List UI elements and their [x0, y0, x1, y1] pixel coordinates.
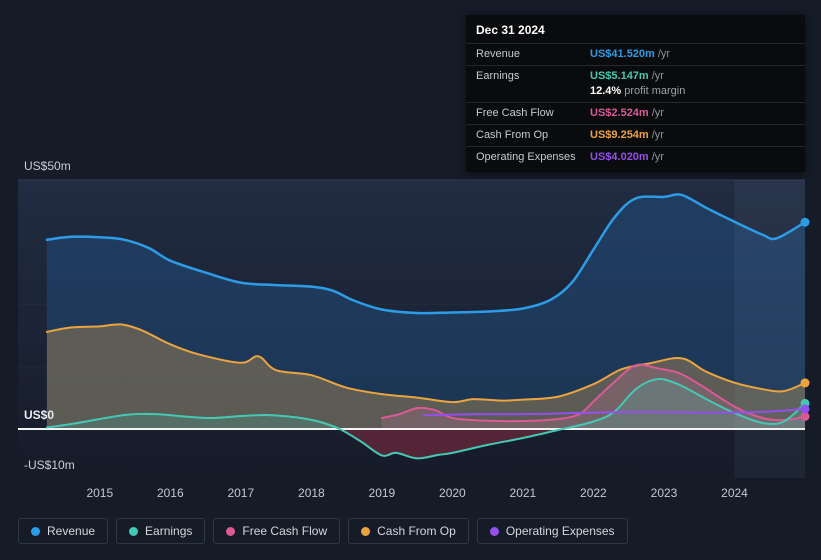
- legend-item-label: Revenue: [47, 524, 96, 538]
- tooltip-value: US$41.520m/yr: [590, 47, 670, 62]
- value-suffix: /yr: [651, 107, 664, 119]
- revenue-legend-dot: [31, 526, 40, 536]
- tooltip-row-operating-expenses: Operating Expenses US$4.020m/yr: [466, 146, 805, 168]
- tooltip-label: Free Cash Flow: [476, 107, 554, 119]
- operating-expenses-end-marker[interactable]: [800, 404, 810, 414]
- revenue-end-marker[interactable]: [800, 217, 810, 227]
- tooltip-row-cash-from-op: Cash From Op US$9.254m/yr: [466, 124, 805, 146]
- tooltip-value: US$5.147m/yr 12.4% profit margin: [590, 69, 685, 99]
- operating-expenses-value: US$4.020m: [590, 151, 649, 163]
- legend-item-free-cash-flow[interactable]: Free Cash Flow: [213, 518, 341, 544]
- profit-margin: 12.4% profit margin: [590, 84, 685, 99]
- legend-item-label: Free Cash Flow: [242, 524, 328, 538]
- chart-tooltip: Dec 31 2024 Revenue US$41.520m/yr Earnin…: [466, 15, 805, 172]
- operating-expenses-legend-dot: [489, 526, 499, 536]
- legend-item-earnings[interactable]: Earnings: [116, 518, 206, 544]
- cash-from-op-legend-dot: [361, 526, 371, 536]
- profit-margin-text: profit margin: [624, 85, 686, 97]
- legend-item-revenue[interactable]: Revenue: [18, 518, 109, 544]
- tooltip-row-earnings: Earnings US$5.147m/yr 12.4% profit margin: [466, 65, 805, 102]
- earnings-area: [46, 379, 805, 459]
- free-cash-flow-line: [380, 363, 806, 423]
- tooltip-label: Operating Expenses: [476, 151, 576, 163]
- revenue-value: US$41.520m: [590, 48, 655, 60]
- y-axis-label-neg10m: -US$10m: [24, 458, 75, 472]
- earnings-line: [45, 378, 806, 460]
- y-axis-label-zero: US$0: [24, 408, 55, 422]
- current-period-highlight-band: [734, 180, 805, 478]
- tooltip-value: US$4.020m/yr: [590, 150, 664, 165]
- value-suffix: /yr: [651, 129, 664, 141]
- cash-from-op-area: [46, 324, 805, 429]
- tooltip-date: Dec 31 2024: [476, 23, 545, 37]
- tooltip-value: US$9.254m/yr: [590, 128, 664, 143]
- tooltip-label: Cash From Op: [476, 129, 549, 141]
- value-suffix: /yr: [651, 70, 664, 82]
- free-cash-flow-end-marker[interactable]: [800, 411, 810, 421]
- free-cash-flow-legend-dot: [226, 526, 236, 536]
- operating-expenses-line: [423, 408, 806, 417]
- tooltip-label: Earnings: [476, 70, 520, 82]
- value-suffix: /yr: [651, 151, 664, 163]
- legend-item-operating-expenses[interactable]: Operating Expenses: [476, 518, 628, 544]
- legend-item-cash-from-op[interactable]: Cash From Op: [348, 518, 469, 544]
- chart-legend: Revenue Earnings Free Cash Flow Cash Fro…: [18, 518, 628, 544]
- earnings-value: US$5.147m: [590, 70, 649, 82]
- legend-item-label: Cash From Op: [377, 524, 456, 538]
- free-cash-flow-value: US$2.524m: [590, 107, 649, 119]
- tooltip-value: US$2.524m/yr: [590, 106, 664, 121]
- cash-from-op-end-marker[interactable]: [800, 378, 810, 388]
- legend-item-label: Operating Expenses: [505, 524, 615, 538]
- tooltip-label: Revenue: [476, 48, 521, 60]
- cash-from-op-value: US$9.254m: [590, 129, 649, 141]
- profit-margin-value: 12.4%: [590, 85, 622, 97]
- legend-item-label: Earnings: [145, 524, 193, 538]
- revenue-line: [45, 193, 807, 315]
- earnings-legend-dot: [129, 526, 139, 536]
- revenue-area: [46, 194, 805, 429]
- tooltip-row-free-cash-flow: Free Cash Flow US$2.524m/yr: [466, 102, 805, 124]
- value-suffix: /yr: [657, 48, 671, 60]
- y-axis-label-50m: US$50m: [24, 159, 71, 173]
- cash-from-op-line: [45, 323, 806, 404]
- tooltip-row-revenue: Revenue US$41.520m/yr: [466, 43, 805, 65]
